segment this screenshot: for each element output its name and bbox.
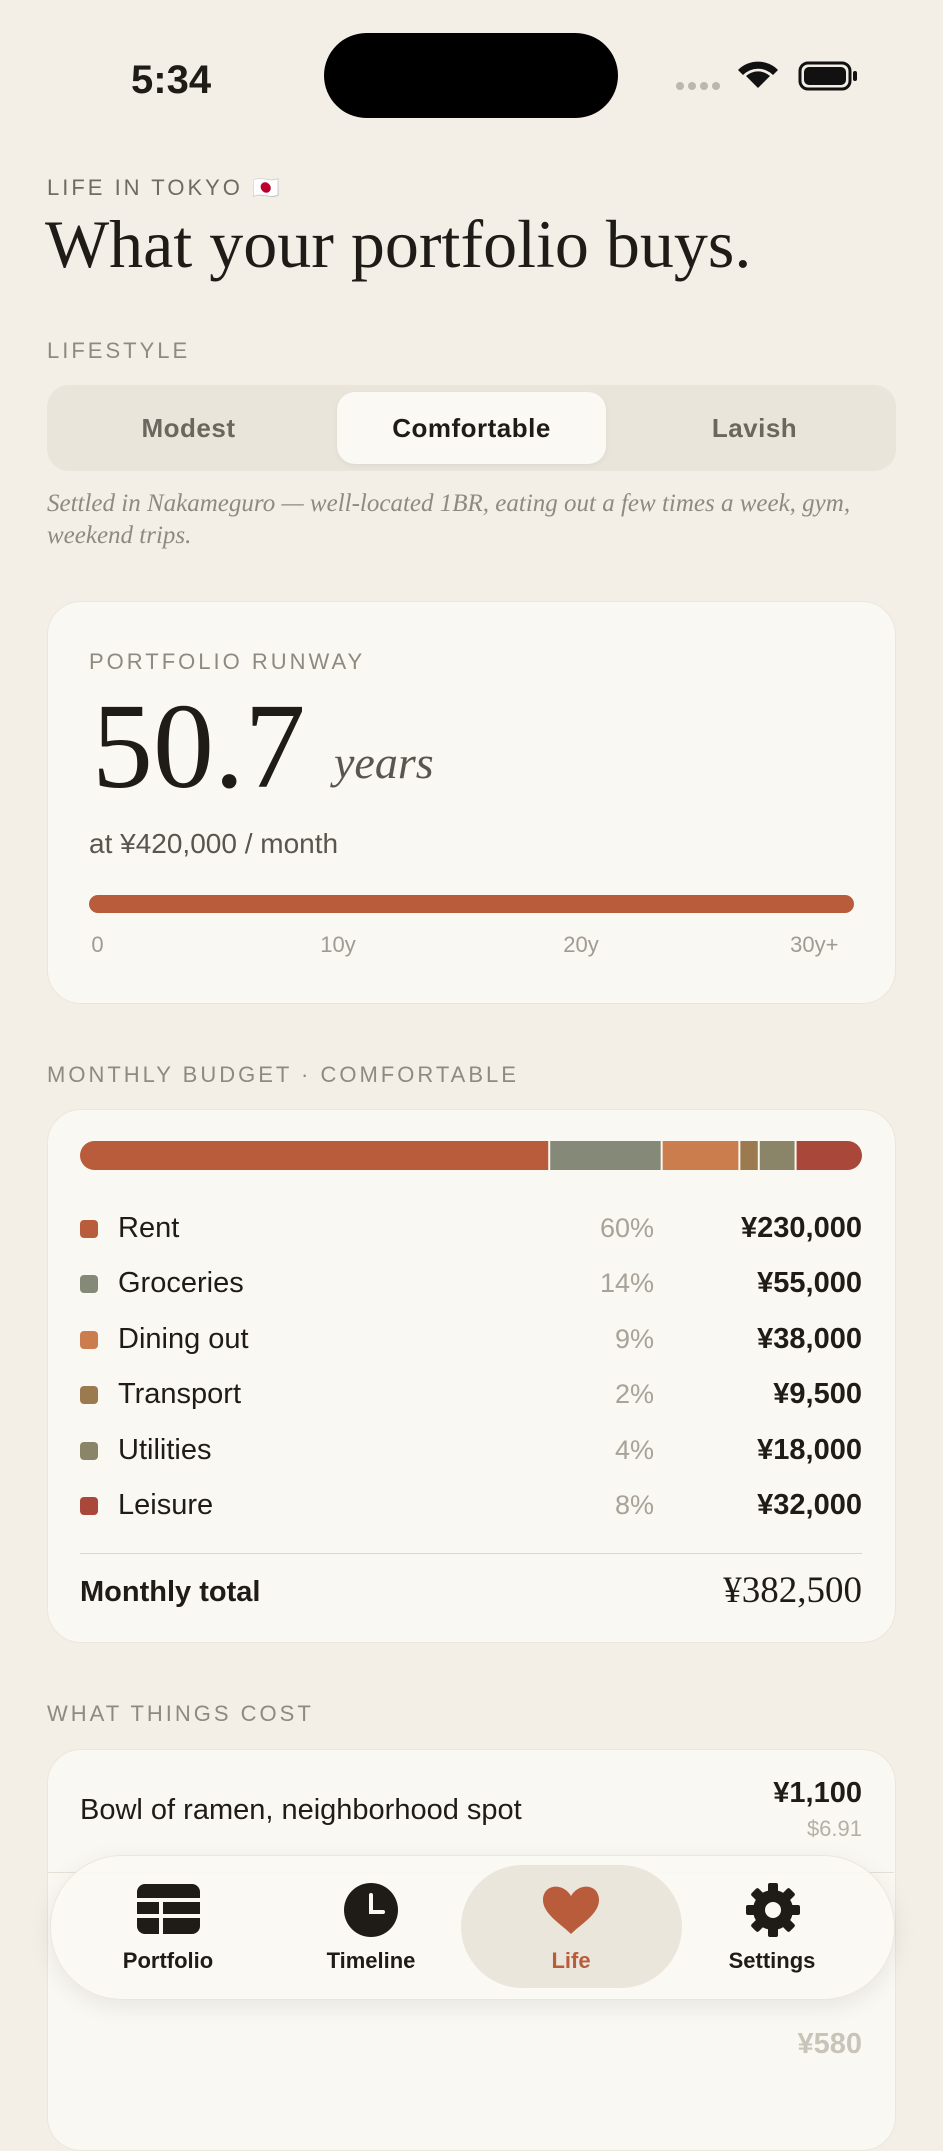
budget-name: Transport (118, 1378, 242, 1411)
status-icons (676, 61, 857, 91)
tab-label[interactable]: Timeline (326, 1948, 416, 1973)
budget-percent: 4% (614, 1434, 654, 1465)
budget-segment (80, 1141, 549, 1170)
segmented-control: Modest Comfortable Lavish (47, 385, 896, 471)
lifestyle-description: Settled in Nakameguro — well-located 1BR… (47, 490, 851, 549)
legend-dot (80, 1386, 98, 1405)
budget-amount: ¥38,000 (757, 1322, 862, 1355)
budget-name: Utilities (118, 1433, 212, 1466)
legend-dot (80, 1220, 98, 1238)
section-label: LIFESTYLE (47, 338, 191, 363)
budget-percent: 9% (614, 1323, 654, 1354)
total-label: Monthly total (80, 1576, 261, 1608)
section-label: MONTHLY BUDGET · COMFORTABLE (47, 1062, 519, 1087)
segment-option[interactable]: Lavish (711, 412, 798, 443)
budget-name: Leisure (118, 1489, 214, 1521)
runway-rate: at ¥420,000 / month (89, 828, 339, 859)
budget-name: Dining out (118, 1322, 249, 1355)
cost-usd: $6.91 (806, 1816, 862, 1841)
scale-label: 30y+ (790, 932, 839, 957)
runway-card (47, 601, 896, 1004)
budget-amount: ¥9,500 (773, 1378, 862, 1411)
tab-icons (137, 1883, 800, 1937)
total-value: ¥382,500 (723, 1570, 862, 1611)
budget-name: Groceries (118, 1267, 244, 1300)
runway-unit: years (334, 737, 434, 788)
runway-bar (89, 895, 854, 913)
budget-segment (740, 1141, 758, 1170)
legend-dot (80, 1497, 98, 1515)
section-label: WHAT THINGS COST (47, 1701, 314, 1726)
budget-percent: 14% (599, 1268, 654, 1299)
budget-amount: ¥55,000 (757, 1267, 862, 1300)
status-time: 5:34 (131, 58, 212, 102)
cost-name: Bowl of ramen, neighborhood spot (80, 1794, 522, 1826)
cost-price: ¥1,100 (773, 1777, 862, 1809)
budget-percent: 60% (599, 1213, 654, 1243)
legend-dot (80, 1441, 98, 1460)
budget-segment (796, 1141, 862, 1170)
dynamic-island (324, 33, 618, 118)
budget-card (47, 1109, 896, 1643)
tab-label[interactable]: Life (551, 1948, 591, 1973)
runway-label: PORTFOLIO RUNWAY (89, 649, 366, 674)
tab-label[interactable]: Portfolio (122, 1948, 214, 1973)
budget-percent: 2% (614, 1379, 654, 1410)
budget-bar (80, 1141, 862, 1170)
segment-option[interactable]: Modest (141, 412, 236, 443)
budget-percent: 8% (614, 1490, 654, 1520)
legend-dot (80, 1275, 98, 1294)
budget-amount: ¥230,000 (741, 1212, 862, 1244)
scale-label: 10y (320, 932, 356, 957)
scale-label: 20y (563, 932, 599, 957)
legend-dot (80, 1330, 98, 1349)
budget-name: Rent (118, 1212, 180, 1244)
runway-value: 50.7 (92, 679, 306, 814)
divider (80, 1553, 862, 1554)
budget-segment (550, 1141, 661, 1170)
page-title: What your portfolio buys. (45, 206, 752, 282)
scale-label: 0 (91, 932, 104, 957)
segment-option[interactable]: Comfortable (337, 392, 606, 464)
budget-segment (662, 1141, 739, 1170)
cost-price: ¥580 (797, 2028, 862, 2060)
budget-segment (759, 1141, 795, 1170)
budget-amount: ¥32,000 (757, 1489, 862, 1521)
tab-label[interactable]: Settings (728, 1948, 816, 1973)
eyebrow: LIFE IN TOKYO 🇯🇵 (47, 175, 283, 200)
budget-amount: ¥18,000 (757, 1433, 862, 1466)
screen: 5:34 LIFE IN TOKYO 🇯🇵 What your portfoli… (45, 33, 896, 2151)
